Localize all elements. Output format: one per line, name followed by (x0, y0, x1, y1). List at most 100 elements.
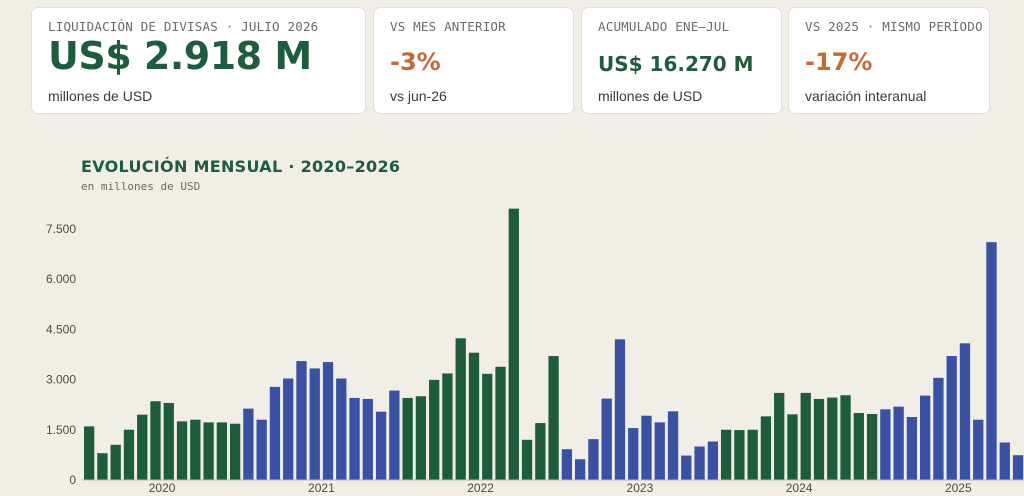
bar (601, 398, 612, 480)
bar (946, 356, 957, 480)
bar (561, 449, 573, 480)
bar (893, 406, 904, 480)
bar (880, 409, 891, 480)
bar (641, 415, 652, 480)
bar (999, 442, 1010, 480)
kpi-sub: vs jun-26 (390, 88, 447, 104)
x-tick-label: 2024 (786, 481, 813, 495)
bar (535, 423, 546, 480)
bar (933, 377, 944, 480)
kpi-card-acumulado: ACUMULADO ENE–JUL US$ 16.270 M millones … (581, 7, 782, 114)
kpi-sub: variación interanual (805, 88, 927, 104)
chart-title: EVOLUCIÓN MENSUAL · 2020–2026 (81, 157, 401, 176)
bar (495, 366, 506, 480)
bar (176, 421, 188, 481)
bar (256, 419, 267, 480)
bar (840, 395, 851, 480)
bar (508, 208, 519, 480)
bar (628, 428, 639, 480)
bar (920, 395, 931, 480)
bar (813, 398, 825, 480)
bar (110, 444, 121, 480)
bar (574, 459, 586, 480)
y-tick-label: 3.000 (46, 373, 76, 387)
kpi-label: ACUMULADO ENE–JUL (598, 19, 730, 34)
kpi-sub: millones de USD (598, 88, 703, 104)
bar (986, 242, 997, 480)
bar (402, 397, 413, 480)
bar (800, 392, 811, 480)
bar (243, 408, 254, 480)
bar (482, 373, 493, 480)
y-tick-label: 1.500 (46, 423, 76, 437)
y-tick-label: 7.500 (46, 222, 76, 236)
bar (442, 373, 453, 480)
bar (667, 411, 679, 480)
kpi-card-vs-mes-anterior: VS MES ANTERIOR -3% vs jun-26 (373, 7, 574, 114)
bar (866, 414, 878, 480)
bar (827, 397, 838, 480)
bar (906, 417, 918, 480)
bar (694, 446, 705, 480)
bar (1012, 455, 1024, 480)
chart-subtitle: en millones de USD (81, 180, 201, 193)
bar (760, 416, 772, 480)
bar (216, 422, 227, 480)
kpi-value: -17% (805, 48, 873, 76)
bar (468, 352, 480, 480)
bar (309, 368, 320, 480)
bar (681, 455, 692, 480)
bar (734, 430, 745, 480)
bar (322, 362, 334, 480)
bar (336, 378, 347, 480)
bar (787, 414, 798, 480)
bar (415, 396, 427, 480)
y-tick-label: 0 (69, 473, 76, 487)
bar (203, 422, 214, 480)
bar (614, 339, 626, 480)
kpi-card-liquidacion: LIQUIDACIÓN DE DIVISAS · JULIO 2026 US$ … (31, 7, 366, 114)
kpi-value: US$ 16.270 M (598, 52, 754, 76)
x-tick-label: 2023 (627, 481, 654, 495)
bar (283, 378, 294, 480)
bar (375, 411, 387, 480)
bar (349, 397, 360, 480)
bar (137, 414, 148, 480)
kpi-label: LIQUIDACIÓN DE DIVISAS · JULIO 2026 (48, 19, 319, 34)
bar (455, 338, 466, 480)
kpi-label: VS 2025 · MISMO PERÍODO (805, 19, 983, 34)
bar (654, 422, 665, 480)
bar (97, 453, 108, 480)
bar (720, 429, 732, 480)
bar (774, 392, 785, 480)
x-tick-label: 2021 (308, 481, 335, 495)
y-tick-label: 4.500 (46, 322, 76, 336)
kpi-value: US$ 2.918 M (48, 34, 312, 78)
x-tick-label: 2020 (149, 481, 176, 495)
x-tick-label: 2025 (945, 481, 972, 495)
bar (190, 419, 201, 480)
x-tick-label: 2022 (467, 481, 494, 495)
kpi-value: -3% (390, 48, 441, 76)
bar (84, 426, 95, 480)
bar (123, 429, 135, 480)
bar (973, 419, 984, 480)
bar (747, 429, 758, 480)
bar (707, 441, 718, 480)
kpi-label: VS MES ANTERIOR (390, 19, 506, 34)
bar (429, 379, 440, 480)
bar (521, 439, 533, 480)
bar (588, 439, 599, 480)
bar (959, 343, 971, 480)
bar (389, 390, 400, 480)
y-tick-label: 6.000 (46, 272, 76, 286)
bar (269, 386, 281, 480)
bar (362, 398, 373, 480)
bar (853, 413, 864, 480)
bar (163, 402, 174, 480)
kpi-card-interanual: VS 2025 · MISMO PERÍODO -17% variación i… (788, 7, 990, 114)
bar (548, 356, 559, 480)
bar (150, 401, 161, 480)
bar (229, 423, 241, 480)
